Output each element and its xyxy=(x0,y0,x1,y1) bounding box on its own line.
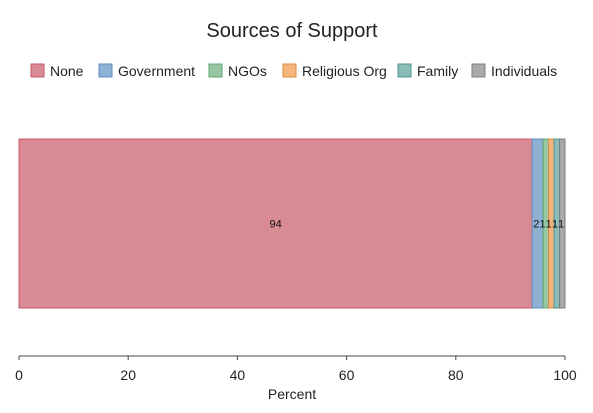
legend-label-religious-org: Religious Org xyxy=(302,63,387,79)
bar-stack xyxy=(18,138,566,309)
legend-swatch-family xyxy=(397,63,412,78)
legend-label-government: Government xyxy=(118,63,195,79)
legend-item-ngos: NGOs xyxy=(208,63,267,79)
chart-title: Sources of Support xyxy=(206,20,378,42)
bar-segment-none xyxy=(18,138,533,309)
data-label-family: 1 xyxy=(552,219,558,231)
x-tick-label: 40 xyxy=(230,367,246,383)
legend-item-government: Government xyxy=(98,63,195,79)
data-label-ngos: 1 xyxy=(539,219,545,231)
legend-label-family: Family xyxy=(417,63,458,79)
legend-item-individuals: Individuals xyxy=(471,63,557,79)
data-label-government: 2 xyxy=(533,219,539,231)
legend-label-none: None xyxy=(50,63,84,79)
legend-item-religious-org: Religious Org xyxy=(282,63,387,79)
x-tick-label: 0 xyxy=(15,367,23,383)
legend-label-ngos: NGOs xyxy=(228,63,267,79)
x-tick-label: 100 xyxy=(553,367,577,383)
data-label-religious-org: 1 xyxy=(546,219,552,231)
x-tick-label: 60 xyxy=(339,367,355,383)
legend-swatch-government xyxy=(98,63,113,78)
x-tick-label: 80 xyxy=(448,367,464,383)
x-tick-label: 20 xyxy=(120,367,136,383)
legend-label-individuals: Individuals xyxy=(491,63,557,79)
x-axis-ticks: 0 20 40 60 80 100 xyxy=(15,356,577,383)
data-label-none: 94 xyxy=(269,219,281,231)
legend-swatch-religious-org xyxy=(282,63,297,78)
data-labels: 94 2 1 1 1 1 xyxy=(269,219,564,231)
x-axis-label: Percent xyxy=(268,386,316,402)
legend-swatch-ngos xyxy=(208,63,223,78)
legend-swatch-none xyxy=(30,63,45,78)
legend: None Government NGOs Religious Org Family Ind… xyxy=(30,63,557,79)
legend-item-none: None xyxy=(30,63,84,79)
legend-item-family: Family xyxy=(397,63,458,79)
bar-segment-individuals xyxy=(559,138,566,309)
data-label-individuals: 1 xyxy=(558,219,564,231)
legend-swatch-individuals xyxy=(471,63,486,78)
